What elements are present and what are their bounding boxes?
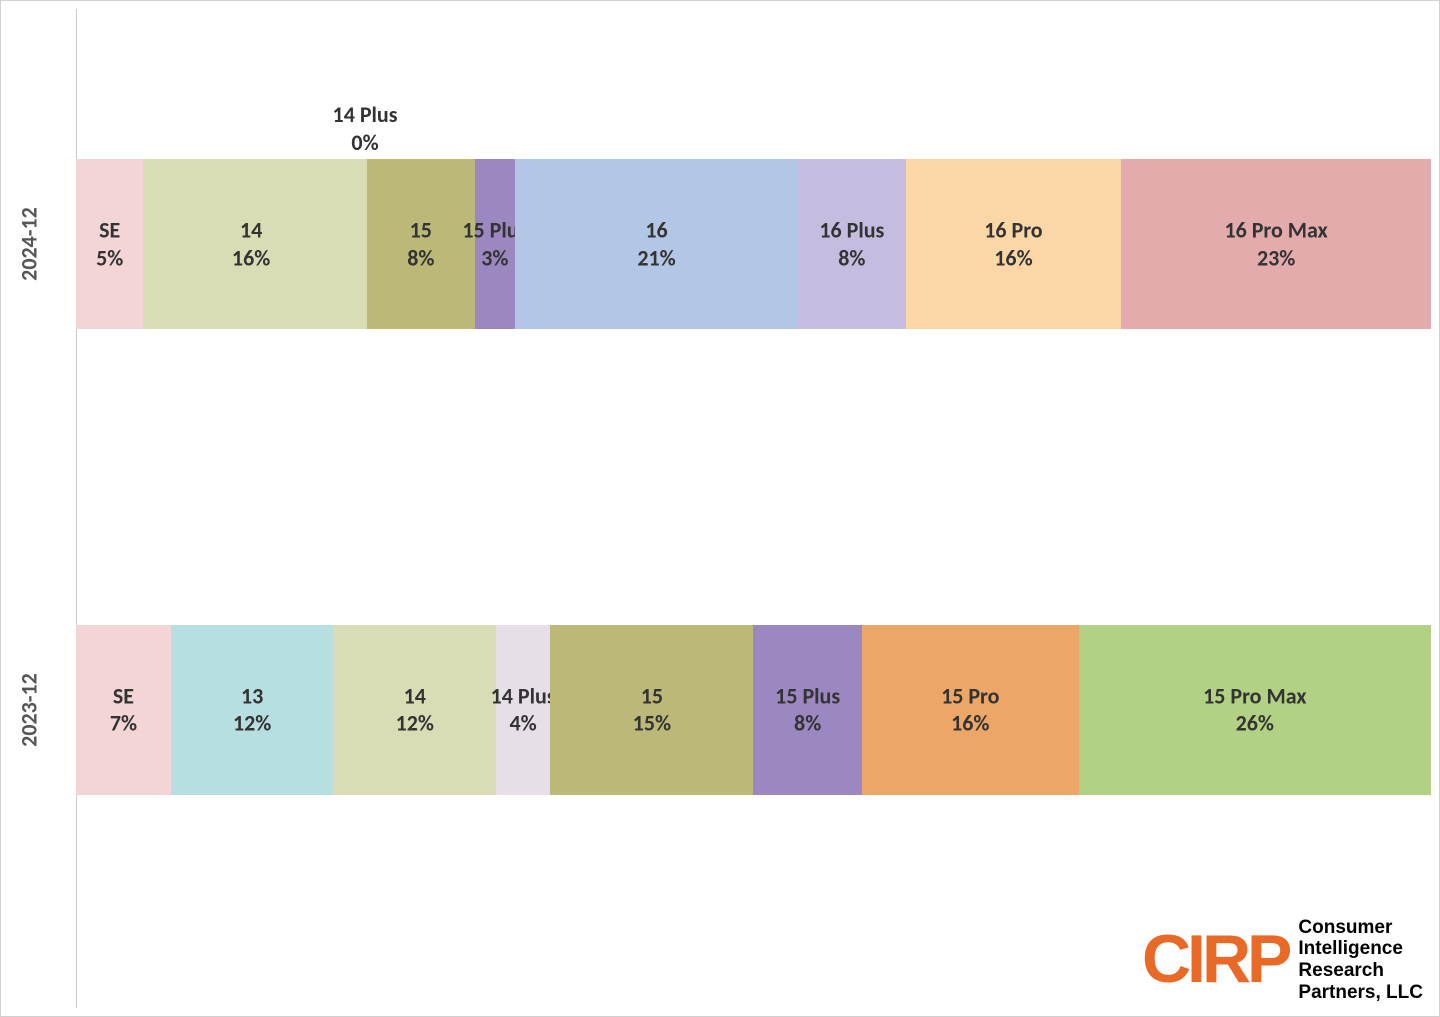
- y-axis-label-2023-12: 2023-12: [16, 673, 43, 747]
- cirp-logo-line3: Research: [1298, 960, 1423, 982]
- segment-2023-12-15-pro-max: 15 Pro Max26%: [1079, 625, 1431, 795]
- segment-label: 1412%: [396, 682, 434, 737]
- segment-2023-12-se: SE7%: [76, 625, 171, 795]
- segment-2024-12-14-plus: [359, 159, 367, 329]
- segment-label: 158%: [407, 217, 434, 272]
- segment-2023-12-14-plus: 14 Plus4%: [496, 625, 550, 795]
- segment-2023-12-15: 1515%: [550, 625, 753, 795]
- segment-2024-12-15: 158%: [367, 159, 475, 329]
- y-axis-label-2024-12: 2024-12: [16, 207, 43, 281]
- segment-label: 15 Pro Max26%: [1203, 682, 1306, 737]
- segment-2024-12-16-pro: 16 Pro16%: [906, 159, 1122, 329]
- segment-2024-12-14: 1416%: [143, 159, 359, 329]
- segment-label: 16 Pro16%: [984, 217, 1042, 272]
- segment-2023-12-15-pro: 15 Pro16%: [862, 625, 1079, 795]
- cirp-logo-line2: Intelligence: [1298, 938, 1423, 960]
- segment-label: 14 Plus4%: [491, 682, 556, 737]
- segment-callout-14-plus: 14 Plus0%: [333, 101, 398, 156]
- segment-2024-12-16-pro-max: 16 Pro Max23%: [1121, 159, 1431, 329]
- bar-row-2024-12: SE5% 1416% 158% 15 Plus3% 1621% 16 Plus8% 16 P…: [76, 159, 1431, 329]
- cirp-logo-line4: Partners, LLC: [1298, 982, 1423, 1004]
- segment-2023-12-15-plus: 15 Plus8%: [753, 625, 861, 795]
- segment-label: 15 Plus8%: [775, 682, 840, 737]
- segment-2024-12-16-plus: 16 Plus8%: [798, 159, 906, 329]
- segment-label: 1312%: [233, 682, 271, 737]
- segment-label: 16 Pro Max23%: [1224, 217, 1327, 272]
- segment-label: 1621%: [637, 217, 675, 272]
- segment-label: 16 Plus8%: [819, 217, 884, 272]
- segment-label: 15 Pro16%: [941, 682, 999, 737]
- cirp-logo-text: Consumer Intelligence Research Partners,…: [1298, 917, 1423, 1004]
- segment-label: SE7%: [110, 682, 137, 737]
- segment-2023-12-13: 1312%: [171, 625, 334, 795]
- segment-label: 1515%: [633, 682, 671, 737]
- bar-row-2023-12: SE7% 1312% 1412% 14 Plus4% 1515% 15 Plus8% 15 …: [76, 625, 1431, 795]
- chart-frame: SE5% 1416% 158% 15 Plus3% 1621% 16 Plus8% 16 P…: [0, 0, 1440, 1017]
- plot-area: SE5% 1416% 158% 15 Plus3% 1621% 16 Plus8% 16 P…: [76, 9, 1431, 1008]
- segment-2024-12-se: SE5%: [76, 159, 143, 329]
- segment-2023-12-14: 1412%: [333, 625, 496, 795]
- cirp-logo: CIRP Consumer Intelligence Research Part…: [1142, 917, 1423, 1004]
- cirp-logo-mark: CIRP: [1142, 931, 1288, 989]
- segment-2024-12-15-plus: 15 Plus3%: [475, 159, 515, 329]
- segment-2024-12-16: 1621%: [515, 159, 798, 329]
- cirp-logo-line1: Consumer: [1298, 917, 1423, 939]
- segment-label: 1416%: [232, 217, 270, 272]
- segment-label: SE5%: [96, 217, 123, 272]
